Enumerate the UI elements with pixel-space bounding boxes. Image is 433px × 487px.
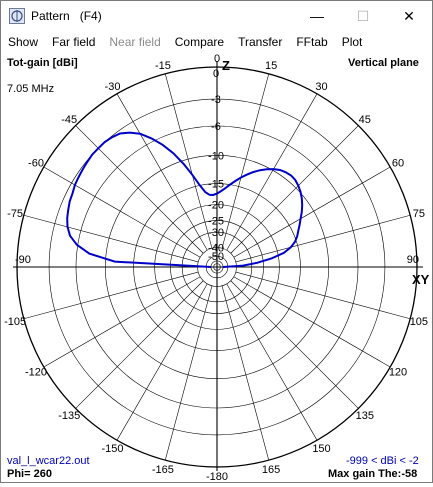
menu-plot[interactable]: Plot [341, 35, 363, 49]
ring-label: -3 [211, 94, 221, 106]
angle-label: 45 [359, 114, 371, 126]
minimize-button[interactable]: — [294, 1, 340, 31]
maximize-icon: ☐ [356, 7, 370, 24]
grid-spoke [226, 283, 318, 441]
dbi-range-label: -999 < dBi < -2 [346, 455, 419, 467]
title-bar[interactable]: Pattern (F4) — ☐ ✕ [1, 1, 432, 31]
pattern-plot-area[interactable]: 0 -3 -6 -10 -15 -20 -25 -30 -40 -50 0 15 30 45 60 75 90… [1, 53, 432, 483]
max-gain-label: Max gain The:-58 [328, 468, 418, 480]
polar-grid [13, 61, 423, 471]
plane-label: Vertical plane [348, 57, 419, 69]
grid-spoke [23, 214, 199, 263]
angle-label: -60 [28, 158, 44, 170]
ring-label: -6 [211, 121, 221, 133]
ring-label: -20 [208, 200, 224, 212]
angle-label: -30 [105, 81, 121, 93]
angle-label: -105 [4, 316, 26, 328]
angle-label: -120 [25, 367, 47, 379]
angle-label: 150 [312, 443, 330, 455]
grid-spoke [230, 280, 359, 409]
angle-label: -135 [58, 410, 80, 422]
grid-spoke [43, 166, 201, 258]
ring-label: -25 [208, 215, 224, 227]
polar-pattern-chart: 0-3-6-10-15-20-25-30-40-50 0153045607590… [4, 53, 428, 483]
angle-label: -90 [15, 254, 31, 266]
grid-spoke [221, 73, 270, 249]
grid-spoke [233, 166, 391, 258]
angle-label: -75 [7, 208, 23, 220]
menu-bar: Show Far field Near field Compare Transf… [1, 31, 432, 53]
angle-label: 90 [407, 254, 419, 266]
grid-spoke [226, 93, 318, 251]
ring-label: -15 [208, 179, 224, 191]
gain-axis-title: Tot-gain [dBi] [7, 57, 78, 69]
ring-label: -30 [208, 227, 224, 239]
menu-compare[interactable]: Compare [174, 35, 225, 49]
file-name-label: val_l_wcar22.out [7, 455, 90, 467]
grid-spoke [43, 276, 201, 368]
angle-label: 0 [214, 53, 220, 65]
angle-label: -15 [155, 60, 171, 72]
ring-label: -10 [208, 150, 224, 162]
frequency-label: 7.05 MHz [7, 83, 55, 95]
grid-spoke [235, 214, 411, 263]
ring-label: -50 [208, 251, 224, 263]
grid-spoke [116, 283, 208, 441]
angle-label: 165 [262, 464, 280, 476]
grid-spoke [235, 271, 411, 320]
ring-labels: 0 -3 -6 -10 -15 -20 -25-30 -40-50 [208, 68, 224, 263]
angle-label: 15 [265, 60, 277, 72]
angle-label: -150 [101, 443, 123, 455]
xy-axis-label: XY [412, 272, 430, 287]
grid-spoke [116, 93, 208, 251]
angle-label: 135 [356, 410, 374, 422]
angle-label: 105 [410, 316, 428, 328]
menu-show[interactable]: Show [8, 35, 39, 49]
angle-label: 75 [413, 208, 425, 220]
phi-label: Phi= 260 [7, 468, 52, 480]
ring-label: -40 [208, 243, 224, 255]
close-button[interactable]: ✕ [386, 1, 432, 31]
minimize-icon: — [310, 8, 324, 24]
grid-spoke [23, 271, 199, 320]
menu-transfer[interactable]: Transfer [238, 35, 283, 49]
angle-label: -165 [152, 464, 174, 476]
angle-label: -45 [61, 114, 77, 126]
grid-spoke [233, 276, 391, 368]
grid-spoke [221, 285, 270, 461]
angle-labels: 0153045607590105120135150165-180-165-150… [4, 53, 428, 483]
angle-label: -180 [206, 471, 228, 482]
z-axis-label: Z [222, 58, 230, 73]
menu-fftab[interactable]: FFtab [296, 35, 328, 49]
close-icon: ✕ [403, 7, 415, 24]
grid-spoke [75, 125, 204, 254]
angle-label: 30 [315, 81, 327, 93]
ring-label: 0 [213, 68, 219, 80]
angle-label: 120 [389, 367, 407, 379]
grid-spoke [75, 280, 204, 409]
maximize-button[interactable]: ☐ [340, 1, 386, 31]
grid-spoke [164, 73, 213, 249]
angle-label: 60 [392, 158, 404, 170]
menu-near-field[interactable]: Near field [109, 35, 161, 49]
grid-spoke [230, 125, 359, 254]
antenna-app-icon [9, 8, 25, 24]
grid-spoke [164, 285, 213, 461]
gain-pattern-trace [66, 131, 304, 268]
window-title: Pattern (F4) [31, 9, 102, 23]
menu-far-field[interactable]: Far field [52, 35, 96, 49]
